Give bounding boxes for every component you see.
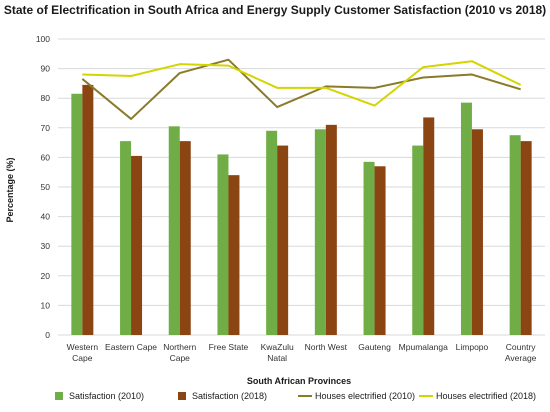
y-tick-label: 80 — [41, 93, 51, 103]
y-tick-label: 90 — [41, 64, 51, 74]
bar-satisfaction-2018 — [228, 175, 240, 335]
bar-satisfaction-2010 — [120, 141, 132, 335]
y-tick-label: 0 — [45, 330, 50, 340]
legend-satisfaction-2018: Satisfaction (2018) — [178, 391, 267, 401]
legend: Satisfaction (2010) Satisfaction (2018) Ho… — [55, 391, 536, 401]
bar-satisfaction-2010 — [314, 129, 326, 335]
bar-satisfaction-2018 — [423, 117, 435, 335]
x-tick-label: Western Cape — [67, 342, 99, 363]
legend-swatch — [55, 392, 63, 400]
legend-label: Houses electrified (2010) — [315, 391, 415, 401]
x-tick-label: North West — [305, 342, 348, 352]
line-houses-electrified-2010 — [81, 58, 521, 120]
legend-label: Satisfaction (2010) — [69, 391, 144, 401]
x-tick-label: Country Average — [505, 342, 537, 363]
y-tick-label: 40 — [41, 212, 51, 222]
x-axis-label: South African Provinces — [247, 376, 351, 386]
legend-label: Houses electrified (2018) — [436, 391, 536, 401]
bar-satisfaction-2018 — [277, 145, 289, 335]
y-tick-label: 20 — [41, 271, 51, 281]
legend-houses-electrified-2018: Houses electrified (2018) — [419, 391, 536, 401]
y-axis-ticks: 0 10 20 30 40 50 60 70 80 90 100 — [36, 34, 50, 340]
legend-satisfaction-2010: Satisfaction (2010) — [55, 391, 144, 401]
bar-satisfaction-2010 — [217, 154, 229, 335]
line-houses-electrified-2018 — [82, 60, 522, 107]
bar-satisfaction-2018 — [131, 155, 143, 335]
bar-satisfaction-2018 — [82, 84, 94, 335]
bar-satisfaction-2010 — [168, 126, 180, 335]
bar-satisfaction-2010 — [266, 130, 278, 335]
lines — [81, 58, 522, 120]
bar-satisfaction-2010 — [71, 93, 83, 335]
y-tick-label: 50 — [41, 182, 51, 192]
x-tick-label: Free State — [209, 342, 249, 352]
bar-satisfaction-2018 — [520, 141, 532, 335]
legend-label: Satisfaction (2018) — [192, 391, 267, 401]
y-tick-label: 10 — [41, 300, 51, 310]
x-tick-label: Mpumalanga — [399, 342, 448, 352]
bar-satisfaction-2010 — [509, 135, 521, 335]
legend-houses-electrified-2010: Houses electrified (2010) — [298, 391, 415, 401]
bar-satisfaction-2018 — [374, 166, 386, 335]
bar-satisfaction-2018 — [325, 124, 337, 335]
x-tick-label: Gauteng — [358, 342, 391, 352]
bar-satisfaction-2018 — [471, 129, 483, 335]
bar-satisfaction-2018 — [179, 141, 191, 335]
bar-satisfaction-2010 — [460, 102, 472, 335]
x-tick-label: Northern Cape — [163, 342, 196, 363]
bar-satisfaction-2010 — [363, 161, 375, 335]
x-tick-label: Limpopo — [456, 342, 489, 352]
x-tick-label: KwaZulu Natal — [261, 342, 294, 363]
x-tick-label: Eastern Cape — [105, 342, 157, 352]
bar-satisfaction-2010 — [412, 145, 424, 335]
chart-title: State of Electrification in South Africa… — [4, 3, 546, 17]
y-axis-label: Percentage (%) — [5, 157, 15, 222]
bars — [71, 84, 532, 335]
y-tick-label: 30 — [41, 241, 51, 251]
legend-swatch — [178, 392, 186, 400]
y-tick-label: 60 — [41, 152, 51, 162]
y-tick-label: 100 — [36, 34, 50, 44]
y-tick-label: 70 — [41, 123, 51, 133]
x-axis-ticks: Western Cape Eastern Cape Northern Cape Free … — [67, 342, 537, 363]
